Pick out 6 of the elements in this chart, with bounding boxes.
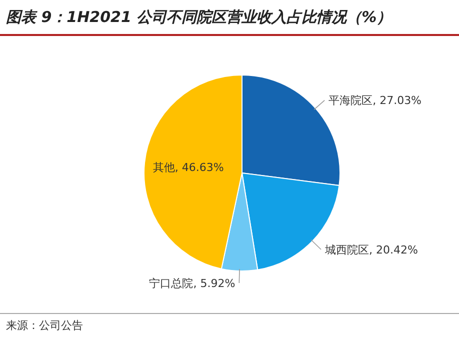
- slice-label: 平海院区, 27.03%: [328, 94, 422, 108]
- slice-label: 其他, 46.63%: [152, 161, 224, 174]
- source-note: 来源：公司公告: [6, 318, 83, 333]
- chart-title: 图表 9：1H2021 公司不同院区营业收入占比情况（%）: [6, 8, 392, 27]
- slice-label: 城西院区, 20.42%: [324, 243, 418, 256]
- slice-label: 宁口总院, 5.92%: [149, 276, 236, 290]
